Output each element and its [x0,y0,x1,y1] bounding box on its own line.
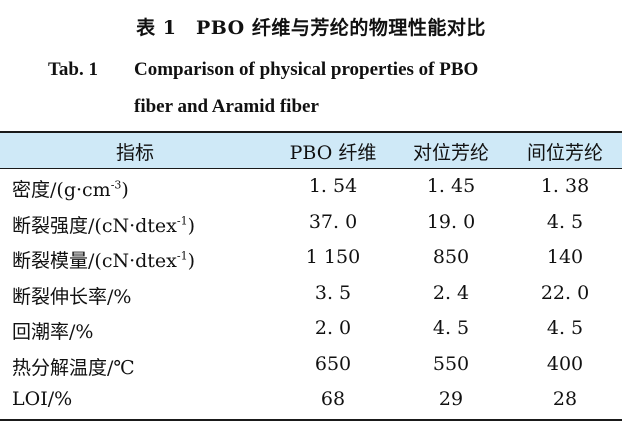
row-label: 断裂强度/(cN·dtex-1) [12,211,195,238]
table-cell: 140 [546,246,584,268]
table-cell: 1. 38 [540,175,590,197]
row-label: LOI/% [12,388,72,410]
table-row: 热分解温度/℃ 650 550 400 [0,349,622,385]
table-top-rule [0,131,622,133]
table-cell: 550 [432,353,470,375]
table-cell: 22. 0 [540,282,590,304]
table-cell: 29 [438,388,464,410]
table-bottom-rule [0,419,622,421]
table-caption-chinese: 表 1 PBO 纤维与芳纶的物理性能对比 [136,17,486,39]
table-cell: 1 150 [305,246,361,268]
table-row: 断裂强度/(cN·dtex-1) 37. 0 19. 0 4. 5 [0,207,622,243]
table-cell: 1. 45 [426,175,476,197]
row-label-closing: ) [187,215,196,237]
table-row: 回潮率/% 2. 0 4. 5 4. 5 [0,313,622,349]
table-number-label: Tab. 1 [48,59,98,80]
row-label-text: 断裂模量/(cN·dtex [12,250,177,272]
row-label-text: 回潮率/% [12,321,94,343]
caption-english-text-1: Comparison of physical properties of PBO [134,59,479,80]
table-caption-english-line-2: fiber and Aramid fiber [0,96,622,118]
table-cell: 4. 5 [546,317,584,339]
header-pbo-fiber: PBO 纤维 [289,142,377,164]
row-label: 断裂模量/(cN·dtex-1) [12,246,195,273]
table-row: LOI/% 68 29 28 [0,384,622,420]
header-para-aramid: 对位芳纶 [412,142,489,164]
row-label-closing: ) [121,179,129,201]
table-cell: 19. 0 [426,211,476,233]
table-cell: 4. 5 [432,317,470,339]
header-meta-aramid: 间位芳纶 [526,142,603,164]
row-label: 热分解温度/℃ [12,353,135,380]
table-cell: 2. 0 [314,317,352,339]
table-row: 断裂模量/(cN·dtex-1) 1 150 850 140 [0,242,622,278]
table-header-band [0,133,622,168]
table-cell: 400 [546,353,584,375]
table-cell: 4. 5 [546,211,584,233]
table-cell: 650 [314,353,352,375]
row-label-closing: ) [187,250,196,272]
row-label-text: 热分解温度/℃ [12,357,135,379]
row-label-unit-exponent: -1 [176,214,188,228]
row-label-text: 密度/(g·cm [12,179,111,201]
row-label: 回潮率/% [12,317,93,344]
table-row: 断裂伸长率/% 3. 5 2. 4 22. 0 [0,278,622,314]
row-label: 断裂伸长率/% [12,282,131,309]
row-label-text: 断裂强度/(cN·dtex [12,215,177,237]
table-cell: 1. 54 [308,175,358,197]
table-cell: 68 [320,388,346,410]
header-indicator: 指标 [115,142,154,164]
table-cell: 28 [552,388,578,410]
row-label: 密度/(g·cm-3) [12,175,129,202]
table-header-rule [0,168,622,169]
row-label-text: 断裂伸长率/% [12,286,132,308]
table-cell: 850 [432,246,470,268]
row-label-text: LOI/% [12,388,73,410]
table-cell: 37. 0 [308,211,358,233]
table-cell: 3. 5 [314,282,352,304]
row-label-unit-exponent: -1 [176,249,188,263]
table-cell: 2. 4 [432,282,470,304]
row-label-unit-exponent: -3 [110,178,122,192]
table-row: 密度/(g·cm-3) 1. 54 1. 45 1. 38 [0,171,622,207]
table-caption-english-line-1: Tab. 1 Comparison of physical properties … [0,59,622,81]
caption-english-text-2: fiber and Aramid fiber [134,96,319,117]
